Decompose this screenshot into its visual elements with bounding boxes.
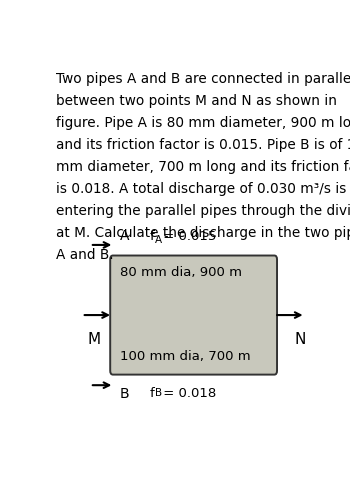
FancyBboxPatch shape bbox=[110, 255, 277, 375]
Text: N: N bbox=[295, 332, 306, 347]
Text: Two pipes A and B are connected in parallel: Two pipes A and B are connected in paral… bbox=[56, 72, 350, 86]
Text: 80 mm dia, 900 m: 80 mm dia, 900 m bbox=[120, 266, 242, 279]
Text: entering the parallel pipes through the division: entering the parallel pipes through the … bbox=[56, 204, 350, 218]
Text: B: B bbox=[120, 387, 129, 401]
Text: mm diameter, 700 m long and its friction factor: mm diameter, 700 m long and its friction… bbox=[56, 160, 350, 174]
Text: B: B bbox=[155, 388, 162, 398]
Text: A: A bbox=[155, 235, 162, 245]
Text: A: A bbox=[120, 229, 129, 244]
Text: at M. Calculate the discharge in the two pipes: at M. Calculate the discharge in the two… bbox=[56, 226, 350, 240]
Text: M: M bbox=[87, 332, 100, 347]
Text: = 0.018: = 0.018 bbox=[159, 387, 216, 400]
Text: f: f bbox=[149, 387, 154, 400]
Text: = 0.015: = 0.015 bbox=[159, 230, 216, 244]
Text: and its friction factor is 0.015. Pipe B is of 100: and its friction factor is 0.015. Pipe B… bbox=[56, 138, 350, 152]
Text: is 0.018. A total discharge of 0.030 m³/s is: is 0.018. A total discharge of 0.030 m³/… bbox=[56, 182, 346, 196]
Text: 100 mm dia, 700 m: 100 mm dia, 700 m bbox=[120, 350, 250, 363]
Text: figure. Pipe A is 80 mm diameter, 900 m long: figure. Pipe A is 80 mm diameter, 900 m … bbox=[56, 116, 350, 130]
Text: A and B.: A and B. bbox=[56, 247, 114, 262]
Text: between two points M and N as shown in: between two points M and N as shown in bbox=[56, 94, 337, 108]
Text: f: f bbox=[149, 230, 154, 244]
